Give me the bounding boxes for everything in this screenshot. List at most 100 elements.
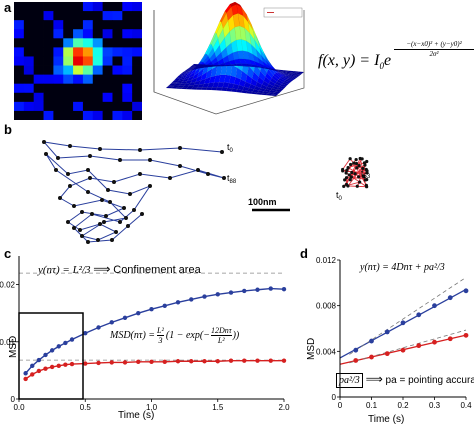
trajectory-right-point [352,161,356,165]
pixel-heatmap [14,2,142,120]
heatmap-pixel [102,65,113,76]
d-equation: y(nτ) = 4Dnτ + pa²/3 [360,262,445,273]
conf-arrow-icon: ⟹ [93,262,111,276]
heatmap-pixel [112,56,123,66]
heatmap-pixel [43,110,54,120]
heatmap-pixel [122,38,133,48]
heatmap-pixel [102,29,113,39]
msd-lhs: MSD(nτ) = [110,330,156,341]
d-x-tick-label: 0.4 [460,401,472,410]
heatmap-pixel [63,65,74,76]
scale-bar-label: 100nm [248,197,277,207]
heatmap-pixel [33,65,44,76]
heatmap-pixel [102,110,113,120]
heatmap-pixel [132,92,142,103]
heatmap-pixel [92,110,104,120]
c-data-point [175,359,181,364]
c-data-point [189,359,194,364]
heatmap-pixel [53,56,64,66]
c-data-point [69,361,75,367]
heatmap-pixel [33,92,44,103]
c-data-point [49,348,55,353]
trajectory-left-point [148,184,152,188]
heatmap-pixel [82,56,94,66]
heatmap-pixel [14,11,25,21]
heatmap-pixel [122,11,133,21]
trajectory-right-point [361,174,365,178]
gauss-formula: f(x, y) = I0e [318,52,391,71]
trajectory-left-point [86,240,90,244]
heatmap-pixel [82,74,94,85]
panel-label-c: c [4,246,12,261]
msd-chart-d: 0 0.1 0.2 0.3 0.4 0 0.004 0.008 0.012 MSD Time (… [306,256,472,425]
c-data-point [175,300,181,305]
trajectory-right-point [341,169,345,173]
trajectory-left-point [112,180,116,184]
heatmap-pixel [82,20,94,30]
trajectory-left-point [178,164,182,168]
trajectory-left-point [102,220,106,224]
gaussian-surface-plot [146,2,308,122]
heatmap-pixel [92,92,104,103]
heatmap-pixel [43,38,54,48]
heatmap-pixel [33,110,44,120]
heatmap-pixel [73,38,84,48]
trajectory-left-point [124,216,128,220]
heatmap-pixel [132,2,142,12]
c-data-point [63,362,68,367]
heatmap-pixel [102,11,113,21]
trajectory-left-point [98,222,102,226]
trajectory-left-point [148,158,152,162]
trajectory-left-point [90,212,94,216]
msd-frac: L² 3 [157,326,164,345]
msd-formula: MSD(nτ) = L² 3 (1 − exp(− 12Dnτ L² )) [110,326,239,345]
heatmap-pixel [102,92,113,103]
label-t88: t88 [227,173,237,185]
heatmap-pixel [73,74,84,85]
trajectory-left-point [114,230,118,234]
gauss-exp-den: 2σ² [429,50,439,58]
trajectory-left-point [44,152,48,156]
trajectory-right-point [357,163,361,168]
heatmap-pixel [92,83,104,94]
trajectory-left-point [80,234,84,238]
heatmap-pixel [73,29,84,39]
c-data-point [23,376,28,382]
gauss-sub0: 0 [379,61,384,72]
trajectory-right-point [365,171,369,175]
c-data-point [242,358,247,363]
trajectory-left-point [68,184,72,188]
heatmap-pixel [112,38,123,48]
c-data-point [149,359,154,365]
trajectory-right-point [353,172,357,176]
heatmap-pixel [82,92,94,103]
heatmap-pixel [102,47,113,57]
c-x-tick-label: 1.0 [146,403,158,412]
trajectory-right-point [346,184,350,188]
heatmap-pixel [33,74,44,85]
heatmap-pixel [43,74,54,85]
trajectory-left-point [222,176,226,180]
d-data-point [463,332,469,338]
trajectory-right-point [358,180,362,184]
heatmap-pixel [132,110,142,120]
heatmap-pixel [43,92,54,103]
d-data-point [447,295,453,301]
heatmap-pixel [132,29,142,39]
heatmap-pixel [14,47,25,57]
trajectory-left-point [196,168,200,172]
heatmap-pixel [53,74,64,85]
trajectory-left-point [78,228,82,232]
heatmap-pixel [23,38,35,48]
heatmap-pixel [112,65,123,76]
c-data-point [56,363,61,369]
trajectory-left-point [66,220,70,224]
gauss-exp-num: −(x−x0)² + (y−y0)² [394,40,474,50]
heatmap-pixel [112,29,123,39]
trajectory-left-point [80,210,84,214]
c-data-point [43,366,48,371]
trajectory-left-point [68,144,72,148]
d-data-point [353,347,359,353]
heatmap-pixel [43,11,54,21]
heatmap-pixel [43,29,54,39]
